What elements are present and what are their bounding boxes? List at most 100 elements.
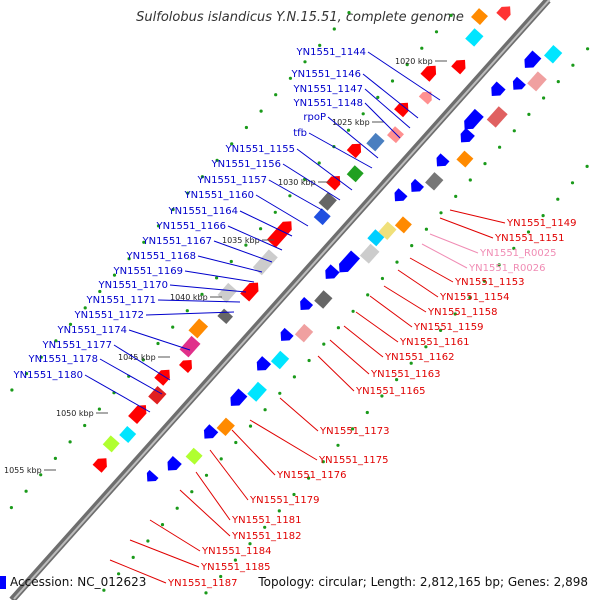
- gc-skew-dot: [512, 246, 516, 250]
- forward-gene-20: [314, 290, 333, 309]
- gc-skew-dot: [117, 572, 121, 576]
- forward-gene-15-shape: [378, 221, 397, 240]
- gc-skew-dot: [83, 306, 87, 310]
- legend-swatch: [0, 576, 6, 589]
- gc-skew-dot: [141, 358, 145, 362]
- reverse-leader-line: [195, 471, 231, 521]
- forward-gene-label: YN1551_1170: [98, 280, 169, 291]
- forward-gene-16: [367, 229, 385, 247]
- gc-skew-dot: [146, 539, 150, 543]
- gc-skew-dot: [234, 440, 238, 445]
- reverse-gene-4-shape: [451, 59, 466, 75]
- accession-text: Accession: NC_012623: [10, 575, 147, 589]
- gc-skew-dot: [424, 227, 428, 231]
- gc-skew-dot: [244, 125, 248, 130]
- reverse-gene-7-shape: [394, 102, 409, 118]
- gc-skew-dot: [273, 210, 277, 214]
- kbp-tick-label: 1020 kbp: [395, 57, 433, 66]
- gc-skew-dot: [497, 263, 501, 267]
- reverse-gene-26-shape: [119, 426, 137, 443]
- gc-skew-dot: [274, 93, 278, 97]
- reverse-gene-label: YN1551_1165: [355, 386, 426, 397]
- reverse-gene-label: YN1551_1163: [370, 369, 441, 380]
- gc-skew-dot: [112, 273, 117, 277]
- forward-gene-17: [359, 243, 380, 264]
- reverse-gene-label: YN1551_1176: [276, 470, 347, 481]
- gc-skew-dot: [175, 506, 179, 510]
- gc-skew-dot: [230, 142, 234, 146]
- reverse-gene-15-shape: [266, 221, 292, 248]
- forward-gene-7-shape: [464, 108, 484, 130]
- gc-skew-dot: [278, 391, 282, 395]
- forward-gene-27: [230, 388, 248, 406]
- forward-gene-32: [146, 470, 159, 482]
- forward-gene-10-shape: [436, 153, 450, 167]
- reverse-gene-19-shape: [217, 308, 233, 325]
- gc-skew-dot: [351, 427, 355, 431]
- gc-skew-dot: [171, 207, 175, 212]
- forward-gene-9: [456, 150, 474, 168]
- reverse-leader-line: [149, 519, 201, 552]
- reverse-gene-label: YN1551_1185: [200, 562, 271, 573]
- forward-leader-line: [327, 116, 379, 159]
- reverse-gene-28: [92, 458, 107, 473]
- kbp-ticks: 1020 kbp 1025 kbp 1030 kbp 1035 kbp 1040 kbp…: [4, 57, 447, 475]
- gc-skew-dot: [219, 457, 223, 461]
- gc-skew-dot: [259, 227, 263, 231]
- gc-skew-dot: [97, 407, 101, 411]
- forward-gene-label: YN1551_1156: [211, 159, 282, 170]
- gc-skew-dot: [263, 525, 267, 529]
- gc-skew-dot: [307, 358, 311, 363]
- reverse-leader-line: [397, 269, 439, 298]
- gc-skew-dot: [395, 378, 399, 382]
- reverse-gene-label: YN1551_1154: [439, 292, 510, 303]
- forward-gene-31: [167, 456, 182, 471]
- forward-leader-line: [296, 148, 353, 191]
- reverse-gene-27-shape: [102, 435, 120, 453]
- forward-gene-21-shape: [300, 297, 314, 310]
- reverse-gene-28-shape: [92, 458, 107, 473]
- kbp-tick-label: 1030 kbp: [278, 178, 316, 187]
- gc-skew-dot: [24, 372, 29, 376]
- gc-skew-dot: [321, 460, 325, 464]
- forward-gene-2: [524, 50, 542, 68]
- reverse-leader-line: [129, 539, 200, 568]
- reverse-gene-4: [451, 59, 466, 75]
- forward-leader-line: [213, 240, 273, 263]
- reverse-gene-label: YN1551_1184: [201, 546, 272, 557]
- forward-gene-30: [185, 447, 203, 465]
- reverse-gene-10-shape: [346, 143, 362, 159]
- gc-skew-dot: [527, 112, 531, 116]
- gc-skew-dot: [200, 175, 204, 179]
- forward-gene-label: YN1551_1168: [126, 251, 197, 262]
- gc-skew-dot: [39, 473, 43, 477]
- reverse-gene-25: [128, 405, 147, 425]
- gc-skew-dot: [229, 259, 233, 264]
- forward-gene-32-shape: [146, 470, 159, 482]
- reverse-gene-label: YN1551_1173: [319, 426, 390, 437]
- reverse-gene-label: YN1551_1158: [427, 307, 498, 318]
- forward-gene-28: [216, 417, 235, 437]
- reverse-gene-label: YN1551_1181: [231, 515, 302, 526]
- gc-skew-dot: [542, 96, 546, 100]
- reverse-gene-23-shape: [154, 369, 170, 386]
- forward-gene-label: YN1551_1177: [42, 340, 113, 351]
- forward-gene-2-shape: [524, 50, 542, 68]
- gc-skew-dot: [482, 279, 487, 283]
- forward-gene-19: [325, 264, 340, 279]
- forward-leader-line: [362, 73, 419, 119]
- forward-gene-12: [411, 178, 424, 192]
- gc-skew-dot: [570, 181, 575, 185]
- reverse-gene-6: [418, 91, 432, 105]
- gc-skew-dot: [83, 423, 87, 428]
- forward-gene-13-shape: [394, 188, 408, 202]
- gc-skew-dot: [160, 523, 165, 527]
- gc-skew-dot: [351, 309, 355, 313]
- reverse-gene-12: [325, 176, 341, 191]
- gc-skew-dot: [439, 328, 443, 332]
- forward-gene-23: [280, 327, 294, 341]
- forward-leader-line: [367, 51, 441, 101]
- kbp-tick-label: 1035 kbp: [222, 236, 260, 245]
- reverse-gene-16: [252, 249, 278, 276]
- reverse-gene-18: [217, 282, 238, 303]
